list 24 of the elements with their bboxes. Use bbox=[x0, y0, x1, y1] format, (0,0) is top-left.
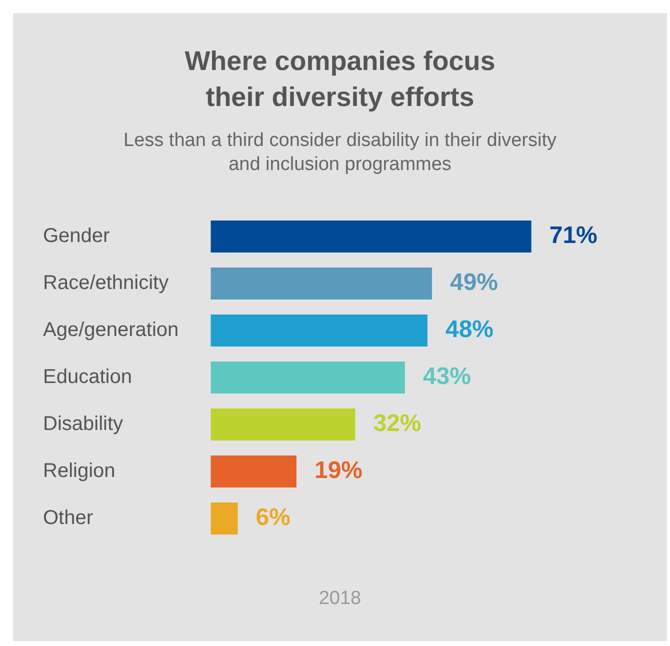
chart-title: Where companies focus their diversity efforts bbox=[184, 45, 496, 114]
data-label: 71% bbox=[549, 222, 598, 250]
text: 2018 bbox=[318, 588, 362, 610]
y-tick-label: Religion bbox=[43, 460, 116, 482]
data-label: 48% bbox=[445, 316, 494, 344]
data-label: 49% bbox=[450, 269, 498, 296]
y-tick-label: Age/generation bbox=[43, 319, 179, 342]
bar bbox=[210, 456, 296, 488]
data-label: 43% bbox=[422, 363, 471, 390]
y-tick-label: Disability bbox=[43, 413, 124, 436]
y-tick-label: Other bbox=[43, 507, 94, 530]
bar bbox=[210, 220, 532, 252]
data-label: 19% bbox=[314, 457, 363, 484]
y-tick-label: Gender bbox=[43, 225, 110, 248]
bar bbox=[210, 314, 428, 346]
chart-subtitle: Less than a third consider disability in their diversity and inclusion programmes bbox=[122, 129, 558, 177]
y-tick-label: Race/ethnicity bbox=[43, 272, 169, 294]
bar bbox=[210, 362, 405, 394]
y-tick-label: Education bbox=[43, 366, 132, 388]
bar bbox=[210, 502, 238, 534]
data-label: 6% bbox=[256, 504, 290, 532]
bar bbox=[210, 268, 432, 300]
data-label: 32% bbox=[373, 410, 422, 438]
bar bbox=[210, 408, 356, 440]
